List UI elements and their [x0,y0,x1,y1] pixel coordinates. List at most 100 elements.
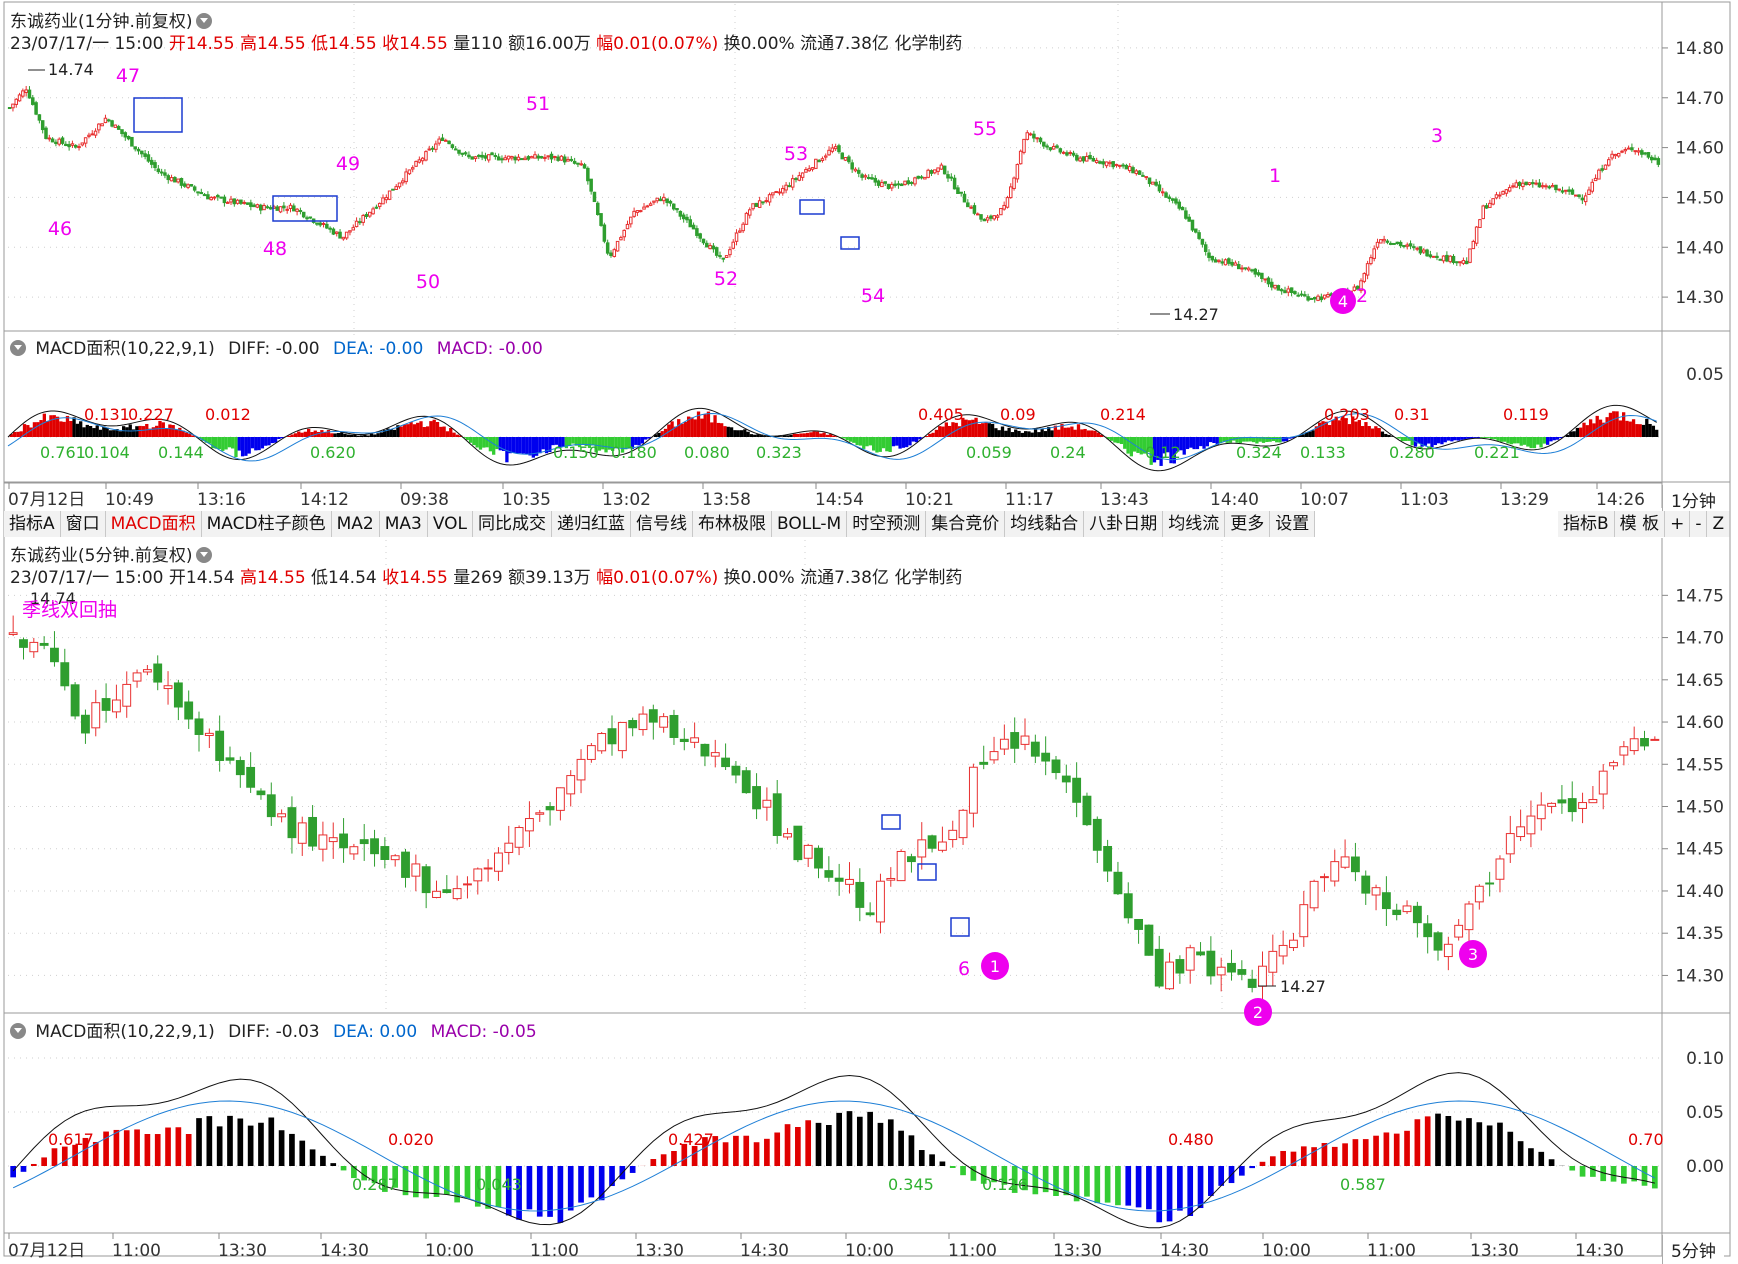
time-axis-1m: 07月12日 10:49 13:16 14:12 09:38 10:35 13:02 13:5… [4,482,1662,510]
quote-info-field: 额39.13万 [508,568,597,588]
period-label-5m[interactable]: 5分钟 [1662,1235,1724,1264]
candle-body [368,211,372,217]
candle-body [711,245,716,250]
toolbar-item[interactable]: 时空预测 [847,511,927,537]
candle-body [1537,182,1542,188]
highlight-box [799,199,825,215]
candle-body [543,157,547,160]
candle-body [219,196,223,199]
candle-body [153,162,157,169]
panel1-title[interactable]: 东诚药业(1分钟.前复权) [10,7,213,32]
toolbar-right-item[interactable]: Z [1707,511,1731,537]
candle-body [1101,161,1106,165]
candle-body [1175,959,1185,974]
time-tick-label: 11:00 [112,1241,161,1260]
candle-body [1607,159,1611,166]
candle-body [1588,799,1598,804]
candle-body [506,155,511,160]
candle-body [295,208,299,212]
toolbar-item[interactable]: 信号线 [631,511,694,537]
toolbar-item[interactable]: 布林极限 [693,511,773,537]
toolbar-right-item[interactable]: - [1690,511,1708,537]
candle-body [814,847,823,869]
toolbar-item[interactable]: MA2 [331,511,380,537]
candle-body [1243,267,1248,270]
toolbar-right-item[interactable]: 模 板 [1614,511,1666,537]
toolbar-item[interactable]: 均线黏合 [1005,511,1085,537]
candle-body [764,200,769,203]
y-tick-label: 14.60 [1675,713,1724,733]
candle-body [216,194,220,198]
candle-body [292,205,296,212]
candle-body [919,176,924,179]
panel2-quote-info: 23/07/17/一 15:00 开14.54 高14.55 低14.54 收1… [10,563,962,588]
toolbar-item[interactable]: MACD面积 [105,511,202,537]
time-tick-label: 10:49 [105,490,154,510]
macd-green-label: 0.345 [888,1175,934,1194]
wave-label: 48 [263,238,287,260]
candle-body [625,223,630,230]
wave-labels-5m: 14.74 14.27 6 1 2 3 [30,589,1487,1026]
candle-body [1494,194,1499,199]
toolbar-item[interactable]: 同比成交 [473,511,553,537]
dropdown-chevron-icon[interactable] [10,340,26,356]
candle-body [834,877,844,882]
quote-info-field: 收14.55 [382,568,454,588]
candle-body [1154,948,1164,987]
candles-1m [7,85,1661,303]
candle-body [678,210,683,217]
toolbar-item[interactable]: MA3 [379,511,428,537]
candle-body [1131,167,1135,174]
toolbar-item[interactable]: BOLL-M [772,511,848,537]
toolbar-item[interactable]: MACD柱子颜色 [201,511,332,537]
time-tick-label: 13:30 [1053,1241,1102,1260]
candle-body [559,155,564,161]
time-tick-label: 07月12日 [8,1241,85,1260]
candle-body [1636,150,1641,153]
y-tick-label: 14.40 [1675,882,1724,902]
dropdown-chevron-icon[interactable] [10,1023,26,1039]
dropdown-chevron-icon[interactable] [196,13,213,29]
marker-number: 4 [1338,292,1348,311]
candle-body [1020,735,1030,745]
candle-body [917,839,927,858]
candle-body [1088,154,1092,160]
candle-body [1423,923,1433,938]
candle-body [1293,291,1297,295]
toolbar-item[interactable]: 集合竞价 [926,511,1006,537]
candle-body [1312,297,1317,300]
toolbar-item[interactable]: 八卦日期 [1084,511,1164,537]
toolbar-item[interactable]: 递归红蓝 [552,511,632,537]
toolbar-item[interactable]: 设置 [1270,511,1316,537]
period-label-1m[interactable]: 1分钟 [1662,485,1724,514]
candle-body [853,168,858,172]
dropdown-chevron-icon[interactable] [196,547,213,563]
candle-body [1609,762,1618,767]
toolbar-item[interactable]: 更多 [1225,511,1271,537]
macd-green-label: 0.323 [756,443,802,462]
candle-body [268,207,273,210]
candle-body [1620,150,1624,153]
candle-body [1196,951,1205,956]
candle-body [1213,259,1218,263]
panel2-title[interactable]: 东诚药业(5分钟.前复权) [10,541,213,566]
macd-red-label: 0.131 [84,405,130,424]
candle-body [1203,244,1208,252]
candle-body [404,171,408,183]
toolbar-item[interactable]: 指标A [4,511,61,537]
toolbar-item[interactable]: 窗口 [60,511,106,537]
toolbar-right-item[interactable]: 指标B [1558,511,1615,537]
candle-body [483,867,493,870]
candle-body [297,822,307,844]
candle-body [1270,281,1274,288]
candle-body [24,89,28,94]
candle-body [1371,887,1381,896]
toolbar-item[interactable]: 均线流 [1163,511,1226,537]
toolbar-right-item[interactable]: + [1665,511,1691,537]
candle-body [1629,738,1639,752]
candle-body [1092,818,1102,851]
toolbar-item[interactable]: VOL [427,511,474,537]
candle-body [1123,893,1133,919]
candle-body [952,177,957,190]
candle-body [1078,157,1082,162]
